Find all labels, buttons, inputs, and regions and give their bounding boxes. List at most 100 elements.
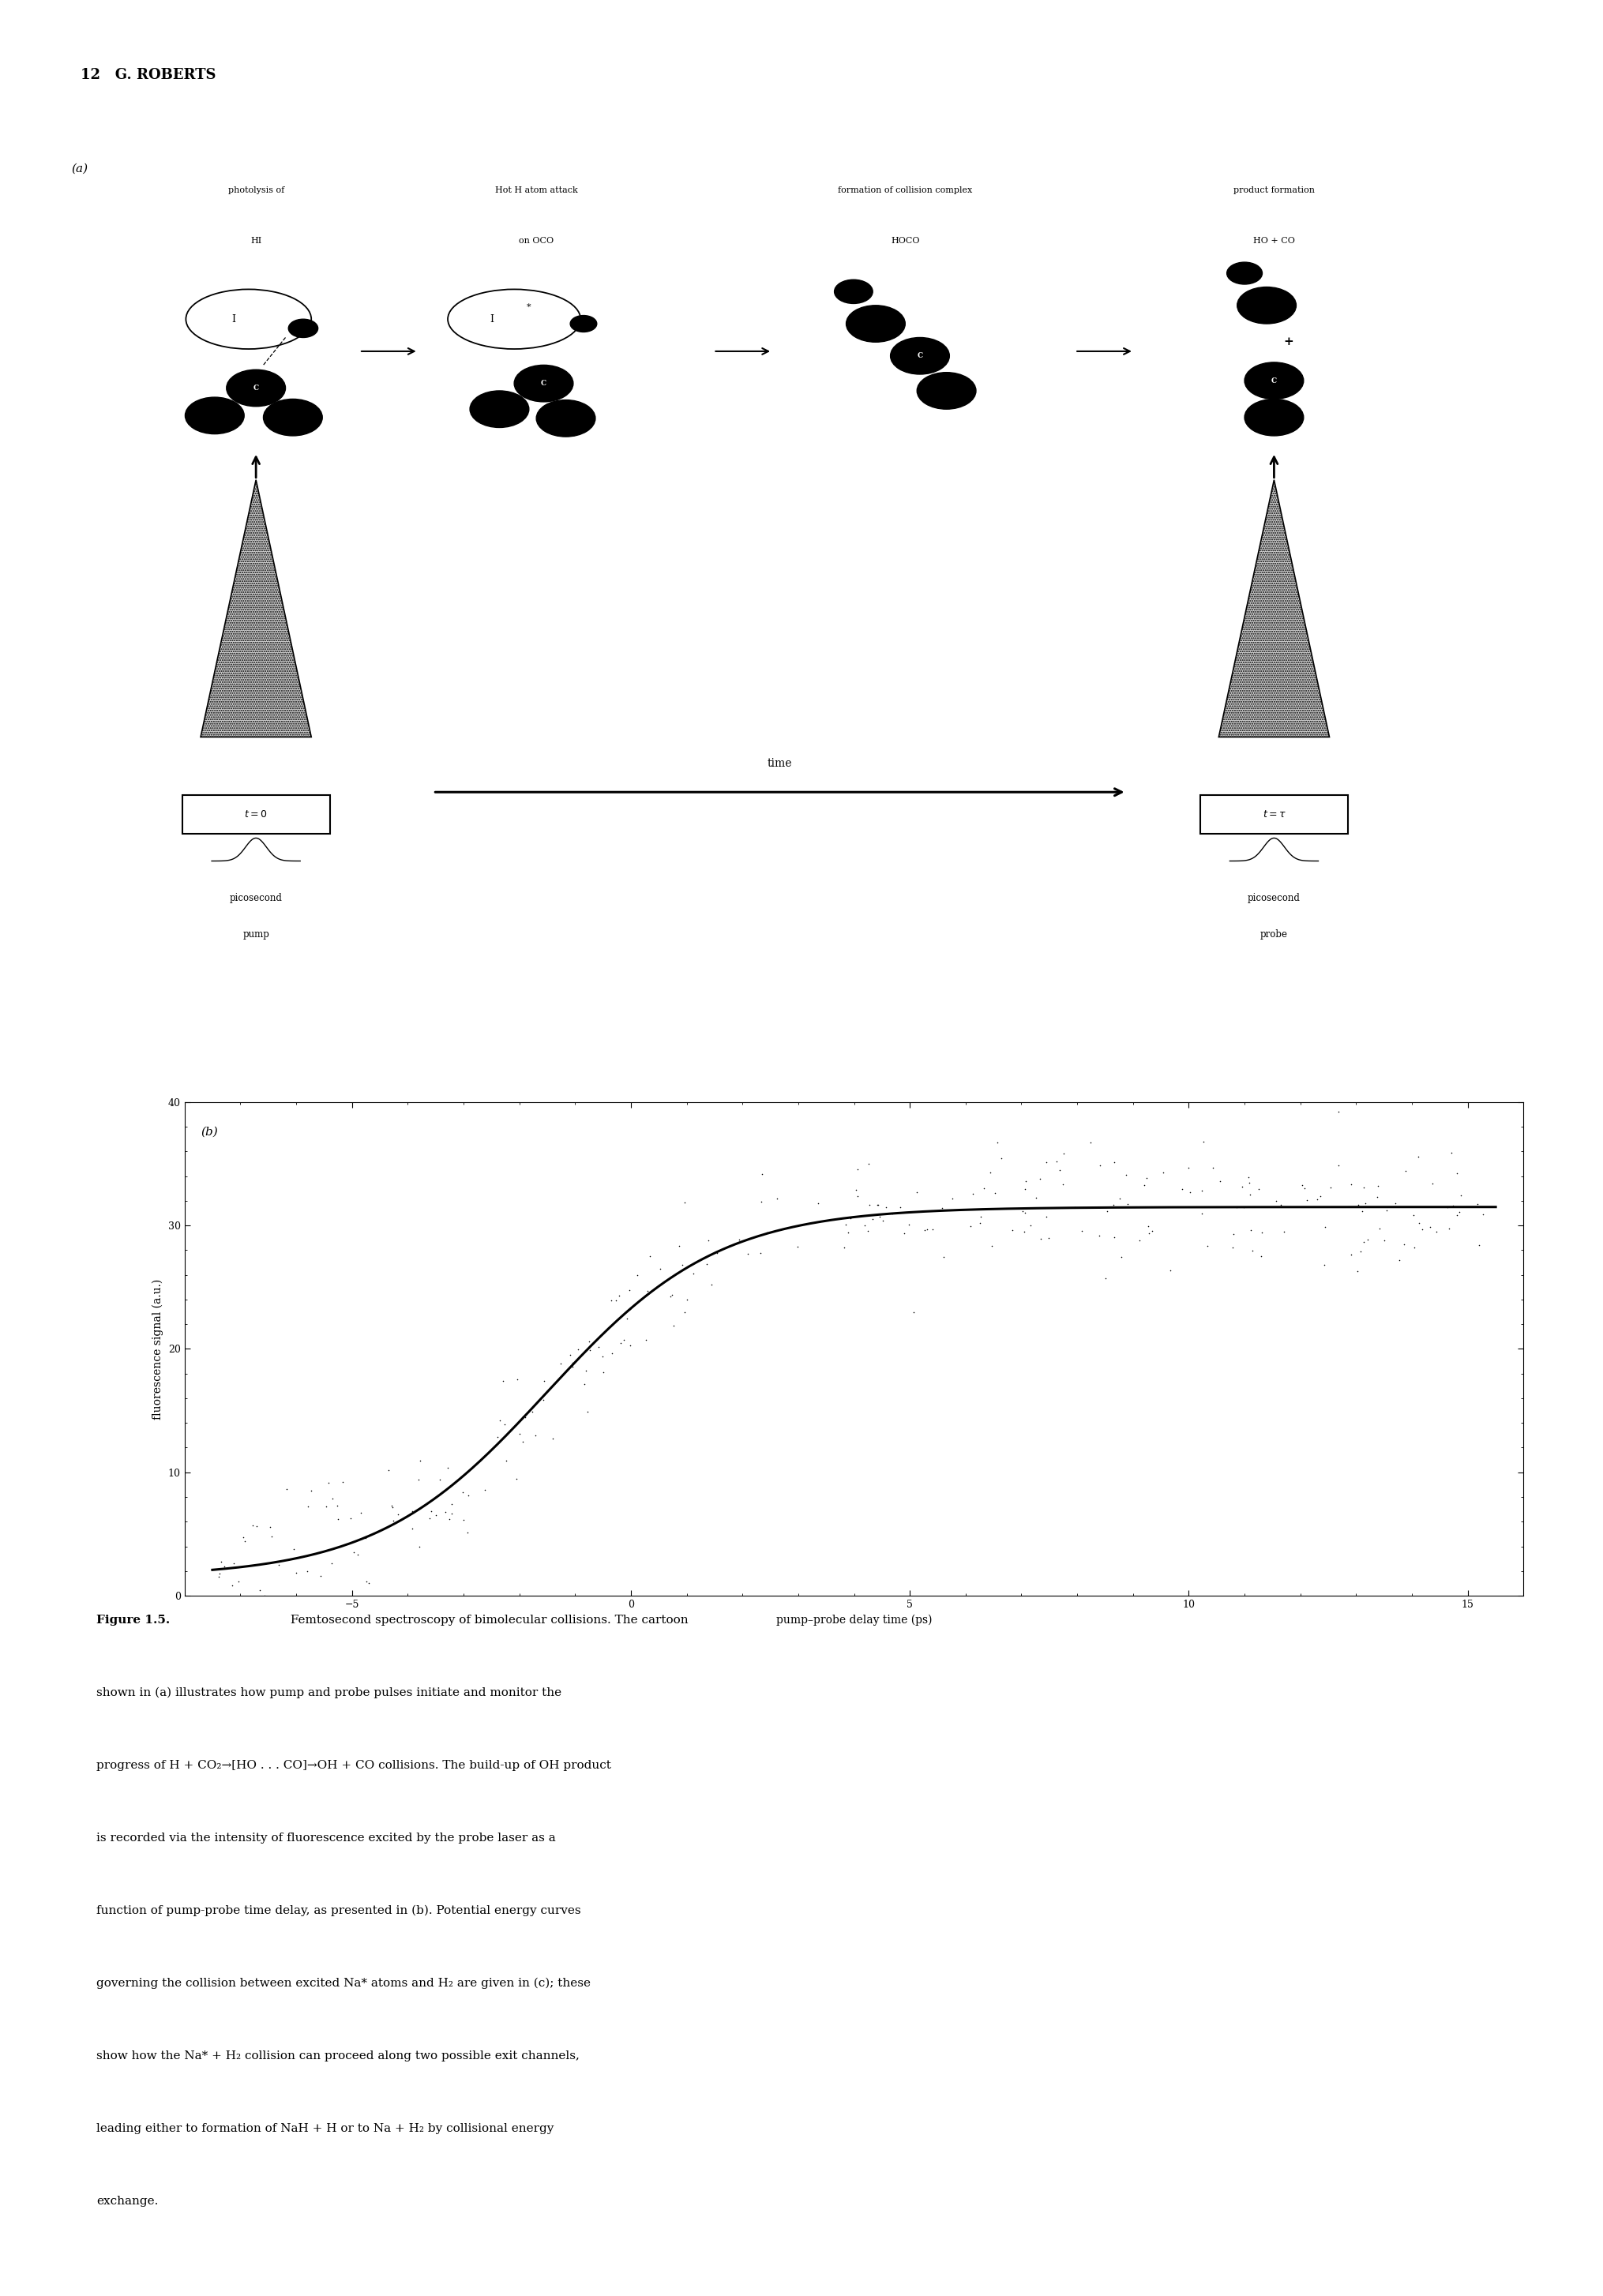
Text: HOCO: HOCO [890,236,919,246]
Point [1188,1171,1213,1208]
Point [959,1176,984,1212]
Point [608,1325,633,1362]
Point [491,1362,516,1398]
Point [434,1449,460,1486]
Point [1464,1185,1489,1221]
Point [559,1343,585,1380]
Point [1100,1187,1125,1224]
Point [1149,1155,1175,1192]
Point [1343,1251,1369,1288]
Circle shape [263,400,322,436]
Point [1231,1189,1257,1226]
Point [753,1215,779,1251]
Point [1465,1226,1491,1263]
Point [316,1465,341,1502]
Circle shape [571,315,596,333]
Point [247,1573,273,1609]
Point [886,1189,912,1226]
Point [1101,1219,1127,1256]
Point [970,1169,995,1205]
Point [399,1492,425,1529]
Text: governing the collision between excited Na* atoms and H₂ are given in (c); these: governing the collision between excited … [96,1977,590,1988]
Point [450,1474,476,1511]
Point [1127,1221,1153,1258]
Point [606,1277,632,1313]
Point [617,1290,643,1327]
Point [1404,1139,1430,1176]
Point [1044,1143,1069,1180]
Point [507,1414,532,1451]
Polygon shape [200,480,311,737]
Point [1106,1180,1132,1217]
Point [1355,1221,1380,1258]
Point [878,1194,904,1231]
Text: picosecond: picosecond [229,893,282,902]
Point [659,1277,684,1313]
Point [399,1511,425,1548]
Point [697,1267,723,1304]
Point [575,1322,601,1359]
Point [1337,1235,1363,1272]
Point [208,1543,234,1580]
Point [1011,1194,1037,1231]
Point [548,1345,574,1382]
Point [564,1332,590,1368]
Text: (b): (b) [200,1127,218,1139]
Point [1435,1189,1460,1226]
Point [1239,1233,1265,1270]
Point [325,1502,351,1538]
Point [1249,1215,1274,1251]
Point [870,1203,896,1240]
Point [1246,1171,1271,1208]
Point [1311,1247,1337,1283]
Point [617,1327,643,1364]
Point [1069,1212,1095,1249]
Point [295,1488,321,1525]
Point [439,1486,465,1522]
Point [572,1352,598,1389]
Point [258,1508,284,1545]
Text: progress of H + CO₂→[HO . . . CO]→OH + CO collisions. The build-up of OH product: progress of H + CO₂→[HO . . . CO]→OH + C… [96,1759,611,1770]
Point [1036,1219,1061,1256]
Point [1077,1123,1103,1159]
Point [633,1320,659,1357]
Point [912,1212,938,1249]
Point [1294,1182,1319,1219]
Point [1050,1166,1076,1203]
Point [577,1332,603,1368]
Point [1028,1159,1053,1196]
Text: Hot H atom attack: Hot H atom attack [495,186,577,195]
Point [295,1552,321,1589]
Point [1446,1194,1472,1231]
Point [266,1548,292,1584]
Point [345,1536,370,1573]
Point [244,1508,269,1545]
Text: 12   G. ROBERTS: 12 G. ROBERTS [80,67,215,83]
Point [805,1185,830,1221]
Point [734,1235,760,1272]
Point [252,1577,277,1614]
Point [1194,1228,1220,1265]
Point [1268,1187,1294,1224]
Point [1406,1205,1431,1242]
Point [1324,1148,1350,1185]
Point [226,1564,252,1600]
Point [1435,1210,1460,1247]
Circle shape [535,400,595,436]
Point [221,1545,247,1582]
Point [313,1488,338,1525]
Circle shape [289,319,317,338]
Point [559,1348,585,1384]
Text: product formation: product formation [1233,186,1314,195]
Circle shape [1244,400,1303,436]
Point [1093,1194,1119,1231]
Circle shape [890,338,949,374]
Point [1218,1228,1244,1265]
Point [513,1398,539,1435]
Point [902,1173,928,1210]
Point [843,1171,869,1208]
Point [1419,1164,1444,1201]
Point [600,1336,625,1373]
Point [967,1205,992,1242]
Point [851,1208,877,1244]
